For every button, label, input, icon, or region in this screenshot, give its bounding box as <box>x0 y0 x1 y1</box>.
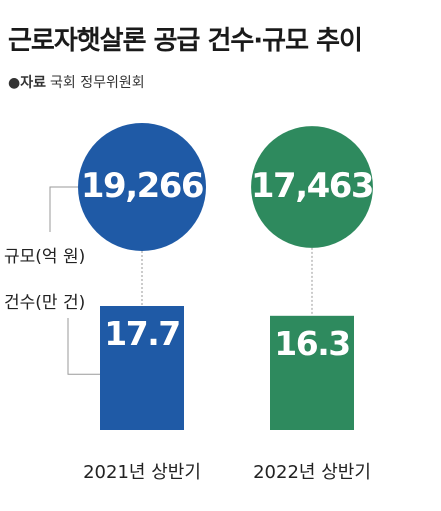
count-bar-1 <box>100 306 184 430</box>
count-bar-2 <box>270 315 354 430</box>
category-label-1: 2021년 상반기 <box>83 462 201 483</box>
source-text: 국회 정무위원회 <box>49 75 145 91</box>
amount-value-label-1: 19,266 <box>80 166 205 206</box>
amount-circle-2 <box>251 126 373 248</box>
bullet-icon: ● <box>8 75 21 91</box>
amount-value-label-2: 17,463 <box>250 166 375 206</box>
legend-leader-count <box>67 318 100 375</box>
source-label: 자료 <box>20 75 46 91</box>
count-value-label-1: 17.7 <box>104 314 181 353</box>
legend-leader-amount <box>49 186 78 232</box>
chart-title: 근로자햇살론 공급 건수·규모 추이 <box>8 26 363 56</box>
legend-count-label: 건수(만 건) <box>4 293 86 313</box>
category-label-2: 2022년 상반기 <box>253 462 371 483</box>
source-line: ●자료 국회 정무위원회 <box>8 72 145 92</box>
amount-circle-1 <box>78 123 206 251</box>
count-value-label-2: 16.3 <box>274 323 351 363</box>
legend-amount-label: 규모(억 원) <box>4 247 86 267</box>
